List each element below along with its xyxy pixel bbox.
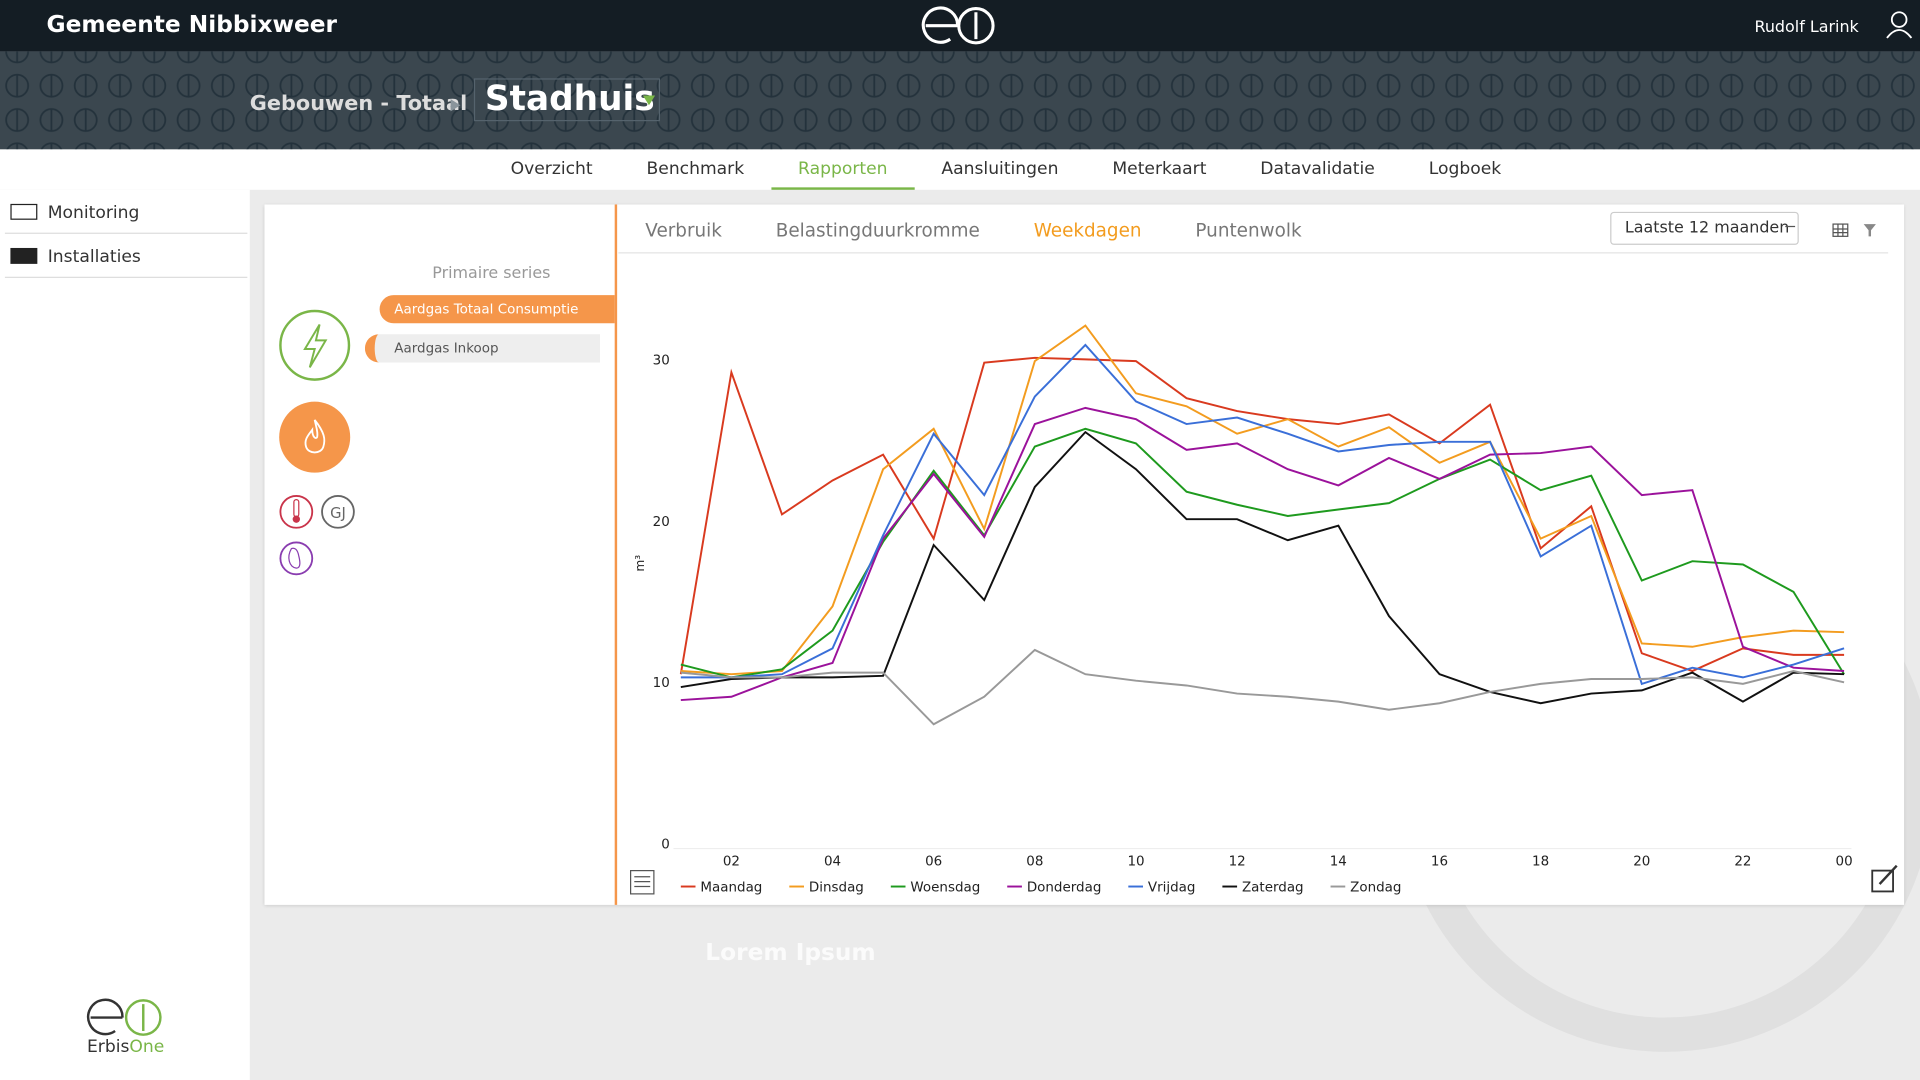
nav-tab[interactable]: Datavalidatie	[1260, 159, 1375, 179]
x-tick-label: 02	[723, 855, 740, 870]
breadcrumb-parent[interactable]: Gebouwen - Totaal	[249, 91, 468, 117]
legend-label[interactable]: Vrijdag	[1148, 880, 1196, 895]
x-tick-label: 16	[1431, 855, 1448, 870]
breadcrumb-current[interactable]: Stadhuis	[473, 78, 660, 122]
icon-shape	[10, 247, 38, 264]
legend-label[interactable]: Maandag	[700, 880, 762, 895]
sidebar-icon	[10, 247, 38, 264]
report-tabs: Verbruik Belastingduurkromme Weekdagen Punt…	[618, 206, 1889, 254]
gj-icon[interactable]	[321, 495, 355, 529]
x-tick-label: 00	[1836, 855, 1853, 870]
sidebar-item[interactable]: Installaties	[4, 234, 248, 278]
filter-icon[interactable]	[1863, 224, 1876, 237]
x-tick-label: 08	[1026, 855, 1043, 870]
report-tab[interactable]: Verbruik	[645, 219, 722, 242]
legend-label[interactable]: Zaterdag	[1242, 880, 1304, 895]
brand-logo[interactable]	[921, 5, 999, 47]
logo-part: One	[129, 1037, 165, 1057]
footer-text: Lorem Ipsum	[705, 939, 876, 967]
sidebar-icon	[10, 203, 38, 220]
logo-part: Erbis	[86, 1037, 130, 1057]
x-tick-label: 04	[824, 855, 841, 870]
x-tick-label: 18	[1532, 855, 1549, 870]
table-icon[interactable]	[1832, 223, 1849, 237]
series-line	[680, 430, 1845, 705]
y-tick-label: 30	[653, 353, 670, 368]
y-axis-label: m³	[633, 555, 647, 572]
series-line	[680, 406, 1845, 702]
sidebar-logo	[86, 998, 162, 1036]
series-line	[680, 324, 1845, 676]
series-line	[680, 427, 1845, 679]
energy-icons: GJ	[279, 309, 355, 576]
user-icon[interactable]	[1886, 10, 1913, 39]
sidebar-item[interactable]: Monitoring	[4, 190, 248, 234]
sidebar-label: Installaties	[47, 247, 141, 267]
header-band	[0, 51, 1920, 150]
nav-tab[interactable]: Aansluitingen	[941, 159, 1059, 179]
report-tab[interactable]: Puntenwolk	[1195, 219, 1302, 242]
period-select[interactable]: Laatste 12 maanden	[1610, 211, 1799, 245]
legend-label[interactable]: Donderdag	[1027, 880, 1102, 895]
panel-divider	[614, 204, 618, 905]
nav-tab[interactable]: Benchmark	[646, 159, 745, 179]
site-title: Gemeente Nibbixweer	[46, 11, 338, 38]
legend-label[interactable]: Woensdag	[910, 880, 980, 895]
nav-tab[interactable]: Logboek	[1428, 159, 1502, 179]
user-name[interactable]: Rudolf Larink	[1754, 18, 1859, 37]
x-tick-label: 10	[1127, 855, 1144, 870]
current-label: Stadhuis	[484, 78, 655, 119]
x-tick-label: 06	[925, 855, 942, 870]
series-line	[679, 356, 1845, 675]
nav-bar: Overzicht Benchmark Rapporten Aansluitingen…	[0, 149, 1920, 190]
x-tick-label: 22	[1734, 855, 1751, 870]
logo-text: ErbisOne	[87, 1037, 164, 1057]
sidebar: Monitoring Installaties	[0, 189, 250, 1080]
period-label: Laatste 12 maanden	[1624, 219, 1790, 238]
electricity-icon[interactable]	[279, 309, 351, 381]
series-line	[680, 648, 1845, 726]
x-tick-label: 12	[1229, 855, 1246, 870]
nav-tabs: Overzicht Benchmark Rapporten Aansluitingen…	[484, 149, 1528, 190]
nav-tab[interactable]: Overzicht	[510, 159, 593, 179]
dropdown-arrow[interactable]	[642, 94, 657, 106]
nav-tab[interactable]: Meterkaart	[1112, 159, 1207, 179]
series-button[interactable]: Aardgas Totaal Consumptie	[379, 295, 615, 324]
report-tab[interactable]: Weekdagen	[1033, 219, 1142, 242]
y-tick-label: 10	[653, 676, 670, 691]
gj-label: GJ	[330, 505, 346, 522]
edit-icon[interactable]	[1871, 864, 1898, 893]
panel-heading: Primaire series	[432, 264, 551, 283]
series-line	[680, 343, 1845, 686]
y-tick-label: 20	[653, 515, 670, 530]
legend-label[interactable]: Zondag	[1350, 880, 1401, 895]
x-tick-label: 14	[1330, 855, 1347, 870]
menu-icon[interactable]	[630, 870, 655, 895]
toolbar-icons	[1782, 223, 1876, 237]
sidebar-label: Monitoring	[47, 203, 140, 223]
legend-label[interactable]: Dinsdag	[809, 880, 864, 895]
breadcrumb-separator	[450, 99, 461, 112]
report-tab[interactable]: Belastingduurkromme	[775, 219, 980, 242]
x-tick-label: 20	[1633, 855, 1650, 870]
y-tick-label: 0	[661, 838, 670, 853]
nav-tab[interactable]: Rapporten	[771, 149, 915, 190]
series-button[interactable]: Aardgas Inkoop	[364, 334, 600, 363]
footprint-icon[interactable]	[279, 541, 314, 576]
icon-shape	[10, 203, 38, 220]
temperature-icon[interactable]	[279, 495, 314, 529]
